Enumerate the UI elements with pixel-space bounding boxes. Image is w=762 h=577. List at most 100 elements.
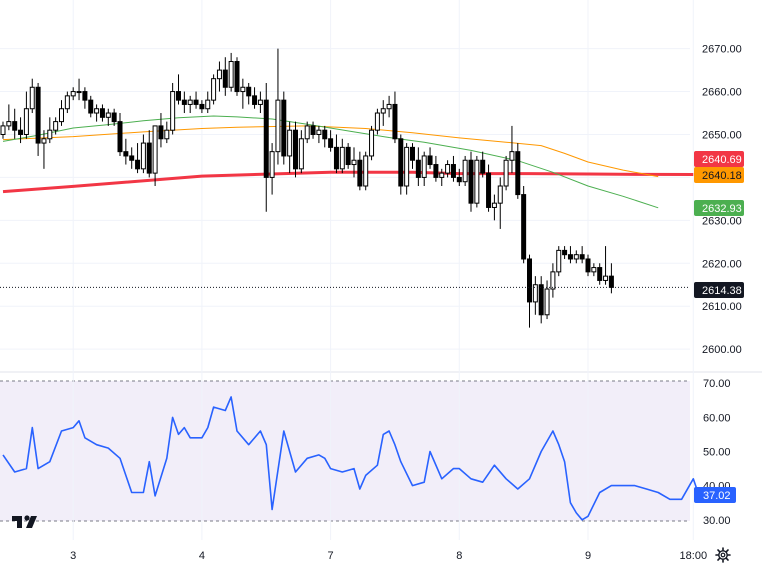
candle-body xyxy=(234,61,240,93)
price-tag-box xyxy=(694,200,744,216)
candle xyxy=(591,263,597,277)
candle-body xyxy=(82,91,88,101)
candle xyxy=(573,250,579,264)
candle xyxy=(105,108,111,126)
candle xyxy=(170,82,176,135)
candle xyxy=(152,125,158,186)
candle-body xyxy=(374,112,380,131)
candle xyxy=(310,121,316,139)
candle xyxy=(468,151,474,212)
candle-body xyxy=(404,146,410,187)
candle-body xyxy=(386,103,392,110)
candle xyxy=(433,155,439,182)
candle-body xyxy=(573,254,579,260)
candle-body xyxy=(170,91,176,131)
candle-body xyxy=(445,164,451,174)
candle xyxy=(351,147,357,178)
candle xyxy=(111,108,117,126)
candle-body xyxy=(304,125,310,140)
price-tags: 2640.69 2640.18 2632.93 2614.38 xyxy=(694,151,744,298)
candle xyxy=(427,147,433,169)
candle xyxy=(76,78,82,101)
candle-body xyxy=(70,91,76,97)
candle xyxy=(158,113,164,148)
candle xyxy=(608,263,614,294)
candle-body xyxy=(199,103,205,110)
candle-body xyxy=(0,125,6,135)
candle-body xyxy=(357,159,363,187)
candle-body xyxy=(497,185,503,204)
candle-body xyxy=(316,129,322,135)
candle xyxy=(146,130,152,178)
candle xyxy=(550,263,556,298)
candle-body xyxy=(585,258,591,273)
rsi-tick-label: 60.00 xyxy=(703,412,731,424)
candle-body xyxy=(544,288,550,316)
candle xyxy=(199,100,205,114)
price-tag-box xyxy=(694,167,744,183)
candle-body xyxy=(509,151,515,161)
candle-body xyxy=(298,138,304,170)
price-tick-label: 2670.00 xyxy=(702,44,742,56)
candle xyxy=(357,151,363,191)
candle-body xyxy=(41,138,47,144)
candle-body xyxy=(345,146,351,166)
candle-body xyxy=(398,138,404,187)
price-tag-box xyxy=(694,151,744,167)
price-tag: 2614.38 xyxy=(694,282,744,298)
candle xyxy=(386,95,392,118)
candle xyxy=(480,151,486,178)
candle xyxy=(123,138,129,165)
candle xyxy=(82,87,88,109)
candle-body xyxy=(269,151,275,178)
candle-body xyxy=(515,151,521,196)
candle-body xyxy=(181,99,187,105)
tradingview-logo[interactable] xyxy=(8,510,42,532)
candle xyxy=(556,246,562,277)
price-tick-label: 2630.00 xyxy=(702,215,742,227)
candle-body xyxy=(433,164,439,178)
price-tag-label: 2632.93 xyxy=(702,203,742,215)
candle-body xyxy=(64,95,70,110)
candle xyxy=(415,147,421,186)
candle-body xyxy=(205,99,211,110)
candle xyxy=(333,134,339,174)
candles xyxy=(0,48,614,328)
candle-body xyxy=(462,159,468,183)
candle xyxy=(0,121,6,139)
candle xyxy=(474,155,480,208)
candle-body xyxy=(211,78,217,101)
candle xyxy=(410,143,415,169)
candle xyxy=(421,151,427,186)
candle xyxy=(35,82,41,156)
candle-body xyxy=(164,129,170,140)
candle xyxy=(23,91,29,139)
candle-body xyxy=(310,125,316,135)
candle xyxy=(439,168,445,186)
candle-body xyxy=(59,108,64,123)
candle-body xyxy=(556,249,562,273)
candle xyxy=(205,91,211,114)
candle xyxy=(486,164,492,212)
time-tick-label: 7 xyxy=(328,550,334,562)
settings-gear-icon[interactable] xyxy=(713,545,733,565)
time-tick-label: 18:00 xyxy=(680,550,708,562)
candle-body xyxy=(567,254,573,260)
candle-body xyxy=(263,99,269,178)
rsi-line xyxy=(2,396,700,521)
candle-body xyxy=(456,176,462,183)
price-tick-label: 2650.00 xyxy=(702,129,742,141)
candle xyxy=(287,121,293,174)
candle-body xyxy=(123,151,129,157)
time-axis[interactable]: 3 4 7 8 9 18:00 xyxy=(70,550,707,562)
candle-body xyxy=(608,275,614,288)
candle-body xyxy=(140,142,146,170)
candle-body xyxy=(111,112,117,123)
candle-body xyxy=(18,129,24,135)
rsi-value-label: 37.02 xyxy=(703,490,731,502)
candle xyxy=(135,143,141,174)
candle-body xyxy=(216,69,222,80)
candle xyxy=(322,125,328,148)
candle-body xyxy=(486,172,492,208)
